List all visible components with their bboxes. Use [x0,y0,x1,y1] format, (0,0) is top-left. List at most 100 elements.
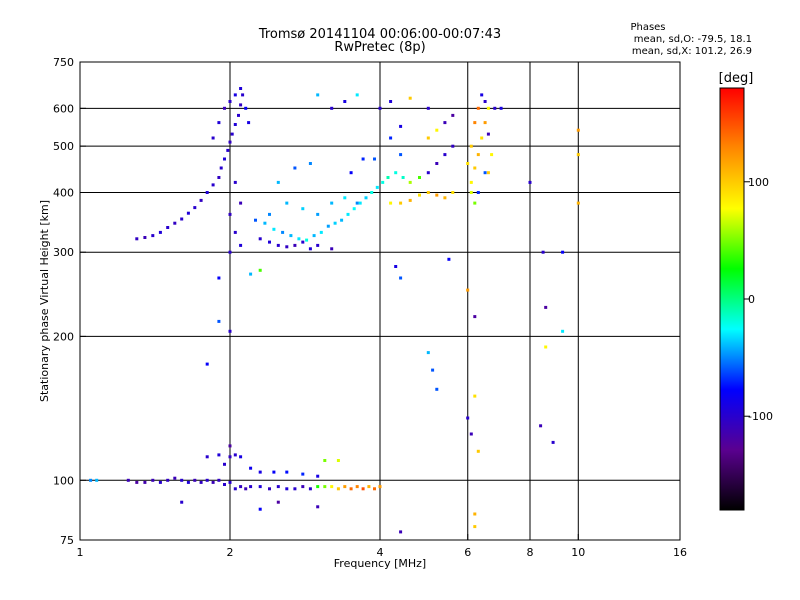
data-point [486,171,490,175]
data-point [268,212,271,216]
data-point [305,238,309,242]
data-point [370,191,374,194]
data-point [343,100,347,103]
data-point [205,191,209,194]
data-point [249,466,253,470]
data-point [308,247,312,251]
data-point [281,230,285,234]
data-point [486,106,490,110]
x-axis-ticks: 1 2 4 6 8 10 16 [77,534,687,559]
data-point [451,113,455,117]
stats-x-line: mean, sd,X: 101.2, 26.9 [632,46,752,57]
data-point [228,100,232,103]
data-point [219,166,223,170]
data-point [268,487,271,491]
data-point [486,132,490,136]
data-point [268,240,271,244]
x-tick-label: 2 [227,546,234,559]
data-point [349,487,353,491]
data-point [326,224,330,228]
data-point [551,440,555,444]
data-point [239,201,243,205]
data-point [316,505,320,509]
data-point [469,432,473,436]
data-point [199,198,203,202]
data-point [447,257,451,261]
data-point [483,100,487,103]
data-point [473,525,477,529]
data-point [228,480,232,484]
data-point [312,234,316,238]
data-point [544,305,548,309]
data-point [426,136,430,140]
data-point [276,243,280,247]
data-point [451,191,455,194]
data-point [173,476,177,480]
data-point [244,487,248,491]
data-points [89,87,580,534]
data-point [443,196,447,200]
data-point [469,180,473,184]
data-point [258,268,262,272]
colorbar-tick-label: 100 [748,176,769,189]
data-point [316,212,320,216]
data-point [375,185,379,189]
data-point [330,201,334,205]
data-point [180,217,184,221]
data-point [493,106,497,110]
data-point [418,193,421,197]
data-point [386,176,390,179]
y-tick-label: 500 [53,140,74,153]
data-point [539,424,543,428]
data-point [373,487,376,491]
x-tick-label: 16 [673,546,687,559]
data-point [528,180,532,184]
data-point [186,480,190,484]
colorbar [719,87,745,511]
colorbar-tick-label: 0 [748,293,755,306]
data-point [205,478,209,482]
data-point [343,485,347,489]
data-point [330,106,334,110]
data-point [336,459,340,462]
stats-heading: Phases [630,22,665,33]
data-point [258,507,262,511]
data-point [435,193,439,197]
data-point [211,136,215,140]
data-point [319,230,323,234]
data-point [217,453,221,457]
data-point [276,500,280,504]
stats-o-line: mean, sd,O: -79.5, 18.1 [634,34,752,45]
data-point [435,162,439,165]
data-point [301,240,305,244]
data-point [135,480,139,484]
data-point [217,276,221,280]
data-point [476,153,480,157]
data-point [336,487,340,491]
data-point [576,153,580,157]
data-point [239,87,243,90]
data-point [389,201,393,205]
data-point [544,345,548,349]
data-point [226,148,230,152]
data-point [285,201,289,205]
data-point [367,485,371,489]
data-point [263,221,267,225]
data-point [323,459,327,462]
data-point [293,166,297,170]
x-tick-label: 4 [377,546,384,559]
data-point [418,176,421,179]
data-point [490,153,494,157]
data-point [272,470,276,474]
data-point [473,315,477,319]
data-point [378,106,382,110]
data-point [355,93,359,97]
data-point [561,250,565,254]
data-point [89,478,93,482]
y-tick-label: 200 [53,330,74,343]
data-point [473,121,477,125]
data-point [223,157,226,161]
data-point [247,121,251,125]
data-point [373,157,376,161]
